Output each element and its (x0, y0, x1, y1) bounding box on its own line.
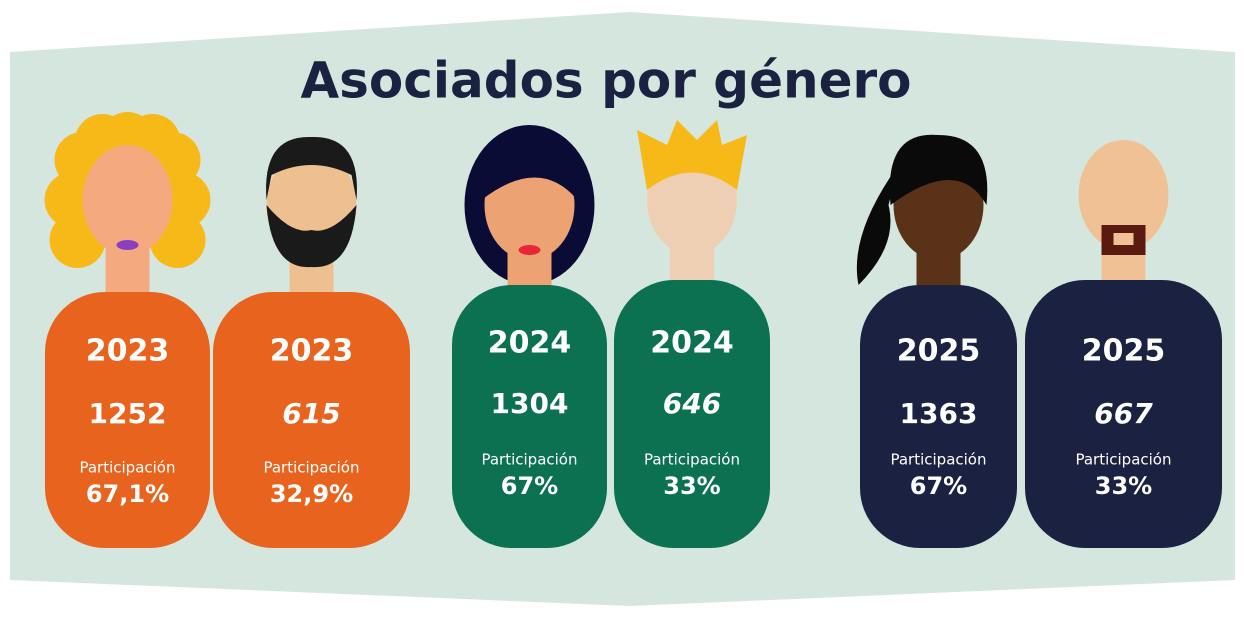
share: 67% (910, 472, 967, 500)
share: 33% (663, 472, 720, 500)
count: 1252 (89, 397, 167, 430)
year: 2023 (270, 334, 354, 369)
year: 2023 (86, 334, 170, 369)
count: 615 (282, 397, 340, 430)
label: Participación (79, 459, 175, 477)
year: 2025 (1082, 334, 1166, 369)
infographic: Asociados por género 2023 1252 Participaci… (0, 0, 1244, 618)
share: 67% (501, 472, 558, 500)
share: 32,9% (270, 480, 353, 508)
share: 33% (1095, 472, 1152, 500)
head (1079, 140, 1169, 250)
lips (519, 245, 541, 255)
label: Participación (263, 459, 359, 477)
count: 667 (1094, 397, 1153, 430)
year: 2025 (897, 334, 981, 369)
count: 1363 (900, 397, 978, 430)
title: Asociados por género (300, 52, 911, 110)
label: Participación (1075, 451, 1171, 469)
label: Participación (481, 451, 577, 469)
count: 1304 (491, 387, 569, 420)
lips (117, 240, 139, 250)
label: Participación (644, 451, 740, 469)
count: 646 (663, 387, 721, 420)
share: 67,1% (86, 480, 169, 508)
year: 2024 (488, 326, 572, 361)
year: 2024 (650, 326, 734, 361)
label: Participación (890, 451, 986, 469)
head (83, 145, 173, 255)
